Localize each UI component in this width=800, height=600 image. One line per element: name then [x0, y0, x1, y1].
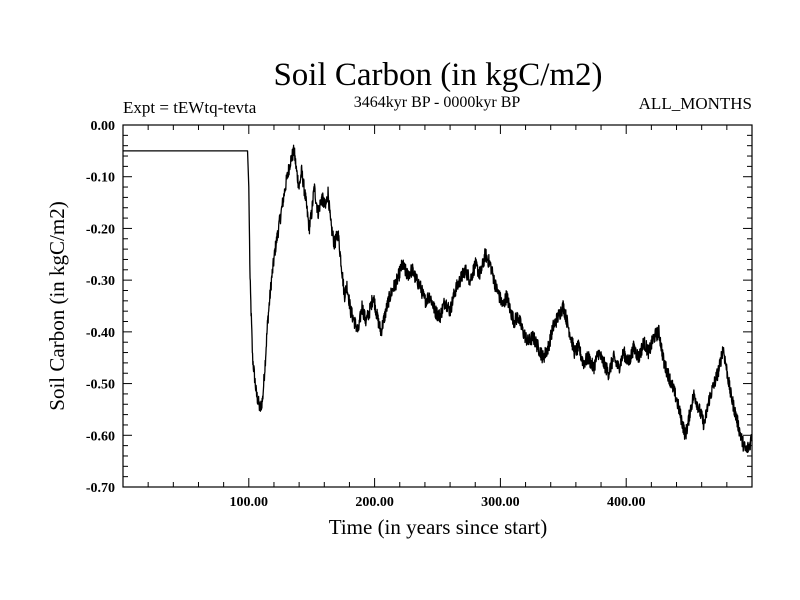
chart-title: Soil Carbon (in kgC/m2): [273, 57, 602, 93]
season-label: ALL_MONTHS: [639, 94, 752, 113]
y-tick-label: -0.30: [86, 274, 115, 289]
plot-area: 100.00 200.00 300.00 400.00 0.00 -0.10 -0.20 -0…: [86, 119, 753, 510]
x-axis-label: Time (in years since start): [329, 515, 548, 539]
plot-frame: [122, 124, 753, 488]
x-tick-label: 400.00: [607, 495, 646, 510]
y-tick-label: -0.40: [86, 326, 115, 341]
chart-subtitle: 3464kyr BP - 0000kyr BP: [354, 94, 521, 111]
x-tick-label: 200.00: [355, 495, 394, 510]
y-tick-label: -0.20: [86, 222, 115, 237]
experiment-label: Expt = tEWtq-tevta: [123, 98, 257, 117]
y-tick-label: -0.70: [86, 481, 115, 496]
x-tick-label: 300.00: [481, 495, 520, 510]
series-line-0: [122, 144, 753, 454]
y-axis-label: Soil Carbon (in kgC/m2): [45, 201, 69, 410]
x-tick-label: 100.00: [230, 495, 269, 510]
y-tick-label: -0.60: [86, 429, 115, 444]
y-tick-label: -0.10: [86, 171, 115, 186]
y-tick-label: -0.50: [86, 378, 115, 393]
y-tick-label: 0.00: [91, 119, 116, 134]
